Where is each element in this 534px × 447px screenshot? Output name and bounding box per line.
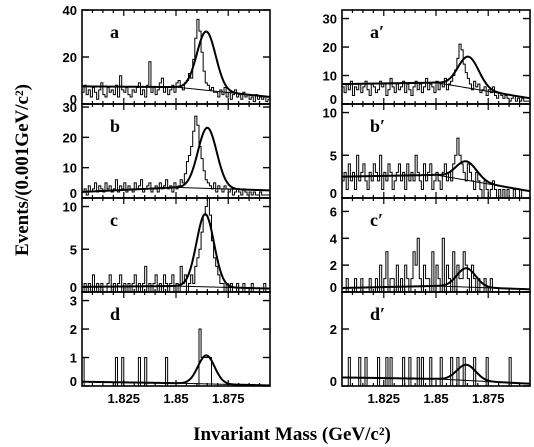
x-tick-label: 1.85 bbox=[163, 391, 188, 406]
y-tick-label: 6 bbox=[330, 204, 337, 219]
y-tick-label: 5 bbox=[70, 242, 77, 257]
total-fit-curve bbox=[341, 267, 531, 291]
total-fit-curve bbox=[82, 213, 271, 290]
y-tick-label: 20 bbox=[323, 40, 337, 55]
y-tick-label: 5 bbox=[330, 148, 337, 163]
y-tick-label: 30 bbox=[323, 12, 337, 27]
panel-label: b bbox=[110, 116, 120, 136]
histogram-series bbox=[342, 237, 530, 293]
total-fit-curve bbox=[81, 126, 271, 193]
panel-7: 0 1 2 3 1.825 1.85 1.875 d bbox=[70, 291, 271, 406]
total-fit-curve bbox=[341, 160, 531, 193]
y-tick-label: 10 bbox=[323, 106, 337, 121]
y-tick-label: 1 bbox=[70, 351, 77, 366]
histogram-series bbox=[81, 328, 270, 387]
y-tick-label: 0 bbox=[70, 92, 77, 107]
panel-label: a bbox=[110, 22, 119, 42]
y-tick-label: 3 bbox=[70, 294, 77, 309]
y-tick-label: 2 bbox=[70, 322, 77, 337]
histogram-series bbox=[341, 43, 530, 104]
y-tick-label: 20 bbox=[63, 130, 77, 145]
x-tick-label: 1.875 bbox=[472, 391, 505, 406]
x-tick-label: 1.825 bbox=[108, 391, 141, 406]
panel-1: 0 20 40 a bbox=[63, 3, 271, 107]
y-tick-label: 20 bbox=[63, 50, 77, 65]
panel-8: 0 2 1.825 1.85 1.875 d′ bbox=[330, 291, 531, 406]
y-tick-label: 0 bbox=[330, 374, 337, 389]
y-tick-label: 30 bbox=[63, 100, 77, 115]
panel-6: 0 2 4 6 c′ bbox=[330, 197, 531, 295]
y-tick-label: 0 bbox=[330, 186, 337, 201]
total-fit-curve bbox=[341, 55, 531, 100]
histogram-series bbox=[81, 18, 270, 104]
y-tick-label: 4 bbox=[330, 231, 338, 246]
histogram-series bbox=[81, 115, 270, 198]
y-tick-label: 10 bbox=[323, 69, 337, 84]
y-tick-label: 0 bbox=[330, 92, 337, 107]
total-fit-curve bbox=[82, 30, 271, 98]
x-tick-label: 1.875 bbox=[212, 391, 245, 406]
x-tick-label: 1.825 bbox=[368, 391, 401, 406]
total-fit-curve bbox=[341, 363, 531, 385]
y-tick-label: 40 bbox=[63, 3, 77, 18]
y-tick-label: 0 bbox=[70, 374, 77, 389]
panel-label: d bbox=[110, 304, 120, 324]
panel-2: 0 10 20 30 a′ bbox=[323, 9, 531, 107]
panel-5: 0 5 10 c bbox=[63, 197, 271, 295]
panel-label: b′ bbox=[370, 116, 385, 136]
panel-label: c′ bbox=[370, 210, 383, 230]
y-tick-label: 10 bbox=[63, 200, 77, 215]
panel-label: d′ bbox=[370, 304, 385, 324]
panel-label: c bbox=[110, 210, 118, 230]
y-tick-label: 0 bbox=[70, 186, 77, 201]
y-tick-label: 2 bbox=[330, 258, 337, 273]
y-tick-label: 2 bbox=[330, 322, 337, 337]
panel-3: 0 10 20 30 b bbox=[63, 100, 271, 201]
y-tick-label: 0 bbox=[330, 280, 337, 295]
histogram-series bbox=[341, 137, 530, 199]
panel-label: a′ bbox=[370, 22, 384, 42]
y-tick-label: 0 bbox=[70, 280, 77, 295]
x-tick-label: 1.85 bbox=[423, 391, 448, 406]
panel-4: 0 5 10 b′ bbox=[323, 103, 531, 201]
y-axis-label: Events/(0.001GeV/c²) bbox=[12, 84, 33, 256]
y-tick-label: 10 bbox=[63, 161, 77, 176]
x-axis-label: Invariant Mass (GeV/c²) bbox=[193, 424, 391, 445]
